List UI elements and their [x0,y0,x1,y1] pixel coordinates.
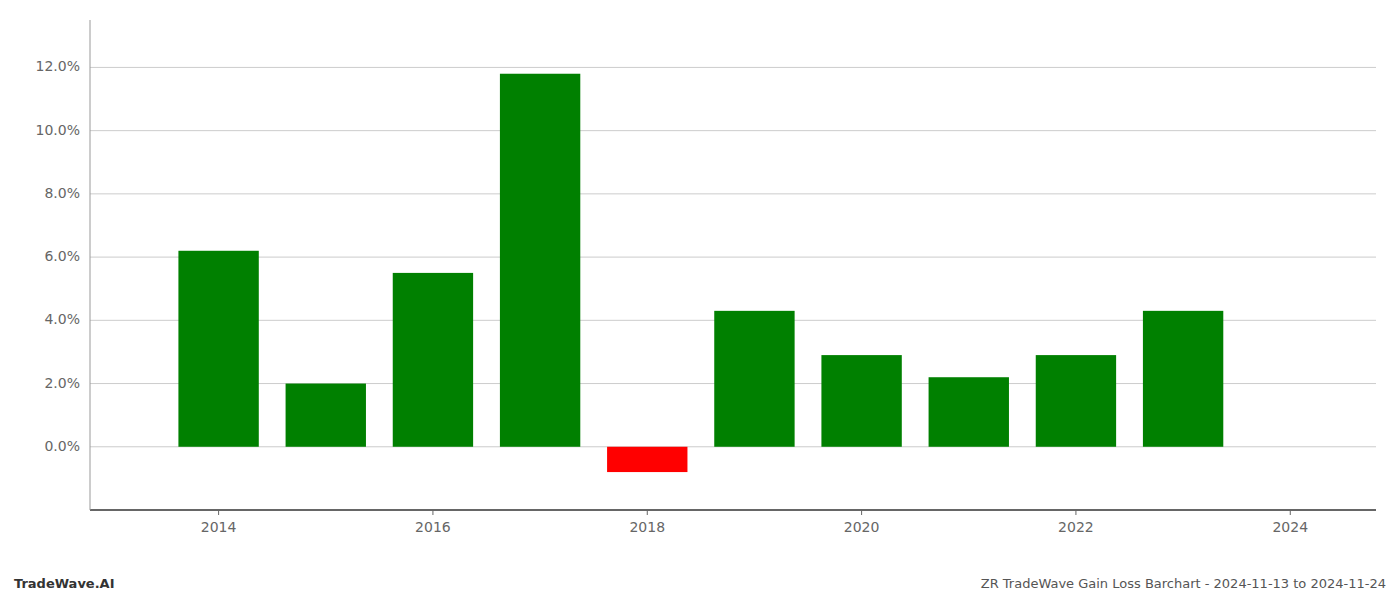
x-tick-label: 2022 [1058,519,1094,535]
x-tick-label: 2020 [844,519,880,535]
y-tick-label: 6.0% [44,248,80,264]
x-tick-label: 2014 [201,519,237,535]
bar [929,377,1009,447]
grid-line [90,130,1376,131]
bar [714,311,794,447]
grid-line [90,67,1376,68]
y-tick-label: 4.0% [44,311,80,327]
bar [393,273,473,447]
x-tick [861,510,862,515]
footer-text: TradeWave.AI [14,576,115,591]
bar [1036,355,1116,447]
bar [607,447,687,472]
bar [286,384,366,447]
x-tick [218,510,219,515]
chart: 0.0%2.0%4.0%6.0%8.0%10.0%12.0%2014201620… [0,0,1400,600]
footer-text: ZR TradeWave Gain Loss Barchart - 2024-1… [981,576,1386,591]
x-tick [432,510,433,515]
y-tick-labels: 0.0% 2.0% 4.0% 6.0% 8.0% 10.0% 12.0% [36,58,80,453]
x-tick-label: 2018 [629,519,665,535]
y-tick-label: 10.0% [36,122,80,138]
background [0,0,1400,600]
x-tick-label: 2024 [1272,519,1308,535]
bars [178,74,1223,472]
y-tick-label: 2.0% [44,375,80,391]
x-tick-label: 2016 [415,519,451,535]
y-tick-label: 0.0% [44,438,80,454]
x-axis-line [90,509,1376,511]
bar [500,74,580,447]
bar [1143,311,1223,447]
x-tick [1075,510,1076,515]
bar [178,251,258,447]
x-tick [647,510,648,515]
y-axis-line [90,20,91,510]
y-grid [90,67,1376,446]
grid-line [90,257,1376,258]
y-tick-label: 12.0% [36,58,80,74]
x-ticks: 2014 2016 2018 2020 2022 2024 [201,510,1308,535]
y-tick-label: 8.0% [44,185,80,201]
grid-line [90,193,1376,194]
bar [821,355,901,447]
x-tick [1290,510,1291,515]
